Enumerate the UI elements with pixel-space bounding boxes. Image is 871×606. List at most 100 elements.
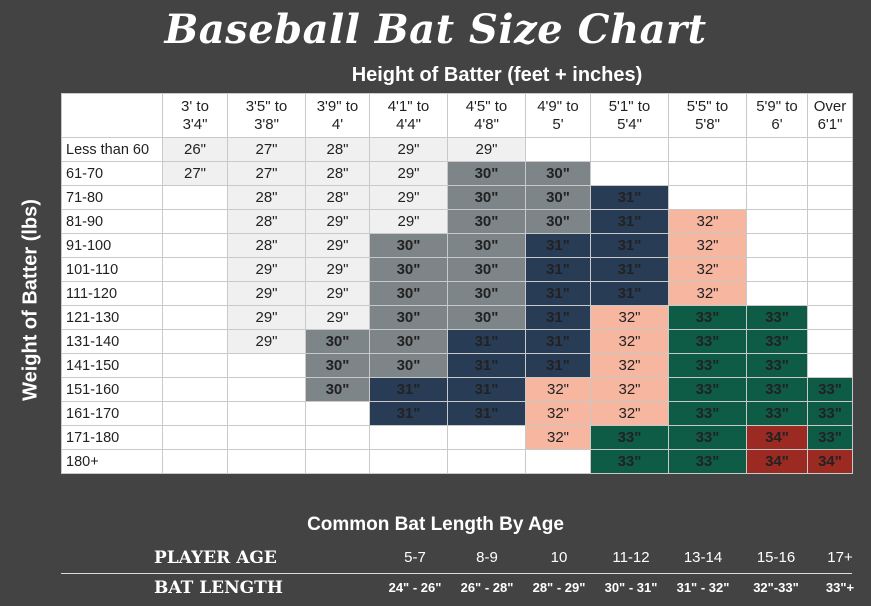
empty-cell (807, 209, 853, 234)
bat-length-label: BAT LENGTH (154, 578, 283, 598)
bat-size-cell: 34" (807, 449, 853, 474)
bat-size-cell: 34" (746, 449, 808, 474)
empty-cell (746, 209, 808, 234)
bat-size-cell: 28" (305, 137, 370, 162)
bat-size-cell: 31" (447, 401, 526, 426)
empty-cell (369, 425, 448, 450)
bat-size-cell: 30" (369, 353, 448, 378)
bat-size-cell: 32" (668, 209, 747, 234)
empty-cell (162, 329, 228, 354)
empty-cell (525, 137, 591, 162)
table-row: 81-90 28" 29" 29" 30" 30" 31" 32" (61, 209, 853, 234)
bat-size-cell: 29" (227, 281, 306, 306)
empty-cell (162, 209, 228, 234)
player-age-value: 17+ (827, 549, 853, 566)
empty-cell (162, 185, 228, 210)
bat-size-cell: 33" (807, 425, 853, 450)
bat-size-cell: 29" (369, 209, 448, 234)
bat-length-value: 33"+ (825, 580, 855, 595)
empty-cell (807, 185, 853, 210)
bat-size-cell: 32" (525, 401, 591, 426)
table-row: 171-180 32" 33" 33" 34" 33" (61, 425, 853, 450)
bat-size-cell: 33" (668, 329, 747, 354)
empty-cell (162, 257, 228, 282)
bat-size-cell: 32" (590, 401, 669, 426)
bat-size-cell: 30" (305, 353, 370, 378)
empty-cell (162, 401, 228, 426)
bat-size-cell: 30" (305, 377, 370, 402)
weight-row-label: 71-80 (61, 185, 163, 210)
bat-size-cell: 27" (227, 161, 306, 186)
height-column-header: 4'9" to 5' (525, 93, 591, 138)
height-column-header: 3'9" to 4' (305, 93, 370, 138)
weight-row-label: 111-120 (61, 281, 163, 306)
table-row: 111-120 29" 29" 30" 30" 31" 31" 32" (61, 281, 853, 306)
bat-size-cell: 32" (590, 329, 669, 354)
table-row: 121-130 29" 29" 30" 30" 31" 32" 33" 33" (61, 305, 853, 330)
age-table-title: Common Bat Length By Age (307, 514, 564, 535)
empty-cell (305, 425, 370, 450)
empty-cell (162, 425, 228, 450)
player-age-value: 11-12 (612, 549, 650, 566)
chart-title: Baseball Bat Size Chart (164, 6, 707, 53)
bat-size-cell: 32" (668, 281, 747, 306)
bat-size-cell: 33" (590, 425, 669, 450)
table-row: 161-170 31" 31" 32" 32" 33" 33" 33" (61, 401, 853, 426)
empty-cell (807, 161, 853, 186)
weight-row-label: 131-140 (61, 329, 163, 354)
bat-size-cell: 31" (525, 329, 591, 354)
bat-size-cell: 31" (590, 209, 669, 234)
bat-size-cell: 32" (525, 425, 591, 450)
bat-size-cell: 31" (369, 377, 448, 402)
corner-cell (61, 93, 163, 138)
bat-size-cell: 26" (162, 137, 228, 162)
bat-size-cell: 31" (525, 353, 591, 378)
empty-cell (447, 449, 526, 474)
bat-size-cell: 30" (447, 233, 526, 258)
weight-row-label: 91-100 (61, 233, 163, 258)
bat-size-cell: 30" (447, 257, 526, 282)
bat-size-cell: 30" (369, 233, 448, 258)
bat-size-cell: 30" (369, 329, 448, 354)
empty-cell (227, 353, 306, 378)
age-table-divider (61, 573, 852, 574)
empty-cell (162, 233, 228, 258)
height-column-header: 3' to 3'4" (162, 93, 228, 138)
bat-size-cell: 32" (525, 377, 591, 402)
bat-length-value: 31" - 32" (676, 580, 730, 595)
bat-size-cell: 29" (305, 281, 370, 306)
empty-cell (369, 449, 448, 474)
bat-length-value: 30" - 31" (604, 580, 658, 595)
bat-size-cell: 29" (227, 305, 306, 330)
empty-cell (590, 137, 669, 162)
bat-size-cell: 32" (668, 257, 747, 282)
height-column-header: 5'9" to 6' (746, 93, 808, 138)
empty-cell (227, 401, 306, 426)
header-row: 3' to 3'4" 3'5" to 3'8" 3'9" to 4' 4'1" to 4'4"… (61, 93, 853, 138)
bat-size-cell: 28" (227, 233, 306, 258)
empty-cell (746, 257, 808, 282)
bat-size-cell: 31" (447, 353, 526, 378)
empty-cell (162, 305, 228, 330)
bat-size-cell: 29" (227, 329, 306, 354)
empty-cell (746, 137, 808, 162)
bat-size-cell: 30" (369, 305, 448, 330)
empty-cell (746, 281, 808, 306)
bat-size-cell: 31" (525, 281, 591, 306)
bat-size-cell: 33" (807, 377, 853, 402)
bat-size-cell: 30" (525, 185, 591, 210)
weight-row-label: 141-150 (61, 353, 163, 378)
empty-cell (746, 161, 808, 186)
table-row: 180+ 33" 33" 34" 34" (61, 449, 853, 474)
empty-cell (668, 161, 747, 186)
empty-cell (807, 329, 853, 354)
bat-size-cell: 33" (746, 353, 808, 378)
empty-cell (162, 449, 228, 474)
player-age-value: 8-9 (476, 549, 498, 566)
bat-size-cell: 32" (590, 305, 669, 330)
weight-row-label: 61-70 (61, 161, 163, 186)
table-row: Less than 60 26" 27" 28" 29" 29" (61, 137, 853, 162)
empty-cell (590, 161, 669, 186)
bat-size-cell: 31" (369, 401, 448, 426)
height-column-header: 4'5" to 4'8" (447, 93, 526, 138)
